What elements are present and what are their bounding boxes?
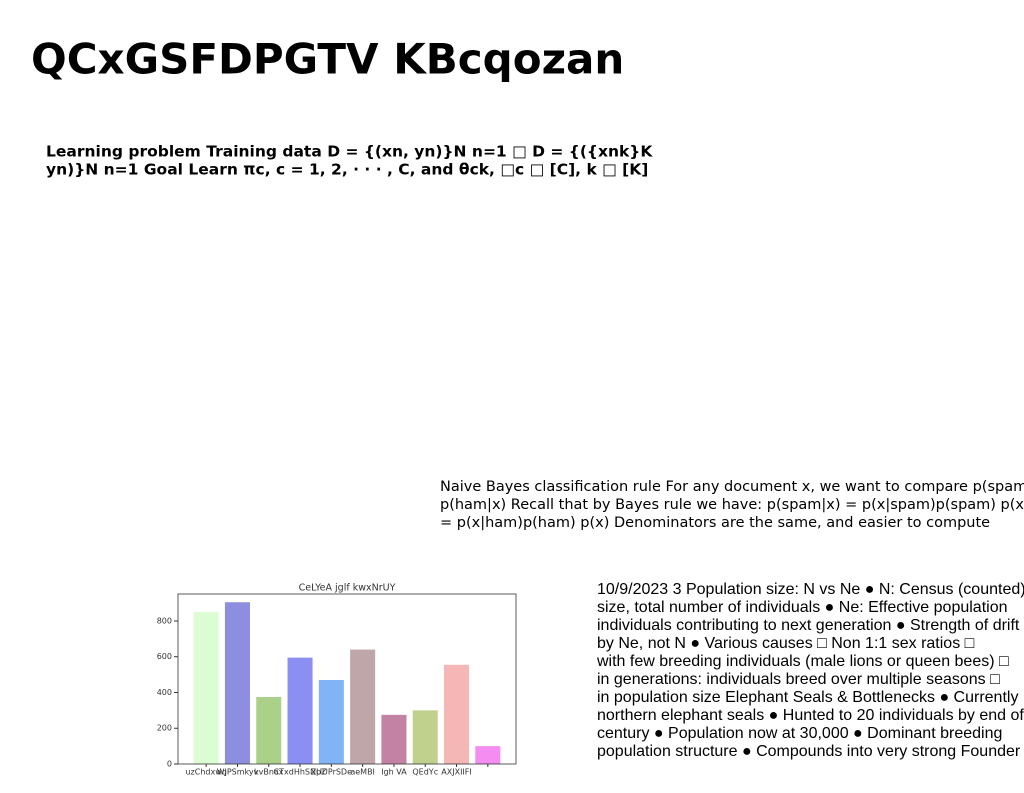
text-line: Learning problem Training data D = {(xn,… [46,143,653,161]
x-tick-label: uzChdxwq [185,768,226,777]
bar [444,664,470,764]
y-tick-label: 600 [157,652,172,661]
text-line: p(ham|x) Recall that by Bayes rule we ha… [440,497,1024,513]
bar [350,649,376,764]
text-line: = p(x|ham)p(ham) p(x) Denominators are t… [440,515,990,531]
bar [287,657,313,764]
x-tick-label: QEdYc [412,768,438,777]
bar [475,746,501,764]
text-line: by Ne, not N ● Various causes □ Non 1:1 … [597,635,975,652]
bar [224,602,250,764]
x-tick-label: CTxdHhSNpZ [274,768,328,777]
bar [412,710,438,764]
bar [381,714,407,764]
text-line: 10/9/2023 3 Population size: N vs Ne ● N… [597,581,1024,598]
text-line: Naive Bayes classification rule For any … [440,479,1024,495]
text-line: with few breeding individuals (male lion… [596,653,1009,670]
chart-title: CeLYeA jglf kwxNrUY [299,583,396,594]
y-tick-label: 800 [157,616,172,625]
text-line: century ● Population now at 30,000 ● Dom… [597,725,1002,742]
y-tick-label: 0 [167,760,172,769]
x-tick-label: AXJXIIFI [441,768,471,777]
plot-frame [177,593,517,765]
x-tick-label: ZUUPrSDe [311,768,352,777]
y-tick-label: 400 [157,688,172,697]
x-tick-label: Igh VA [381,768,407,777]
slide-title: QCxGSFDPGTV KBcqozan [31,35,624,84]
text-line: individuals contributing to next generat… [597,617,1020,634]
text-line: in population size Elephant Seals & Bott… [597,689,1018,706]
bar [318,679,344,764]
y-tick-label: 200 [157,724,172,733]
x-tick-label: WJPSmkyv [217,768,259,777]
text-line: yn)}N n=1 Goal Learn πc, c = 1, 2, · · ·… [46,161,648,179]
x-tick-label: aeMBI [350,768,375,777]
bar [256,696,282,764]
text-line: size, total number of individuals ● Ne: … [597,599,1007,616]
text-line: population structure ● Compounds into ve… [597,743,1021,760]
text-line: in generations: individuals breed over m… [597,671,1000,688]
text-line: northern elephant seals ● Hunted to 20 i… [597,707,1024,724]
bar [193,612,219,764]
x-tick-label: kvBnax [254,768,284,777]
